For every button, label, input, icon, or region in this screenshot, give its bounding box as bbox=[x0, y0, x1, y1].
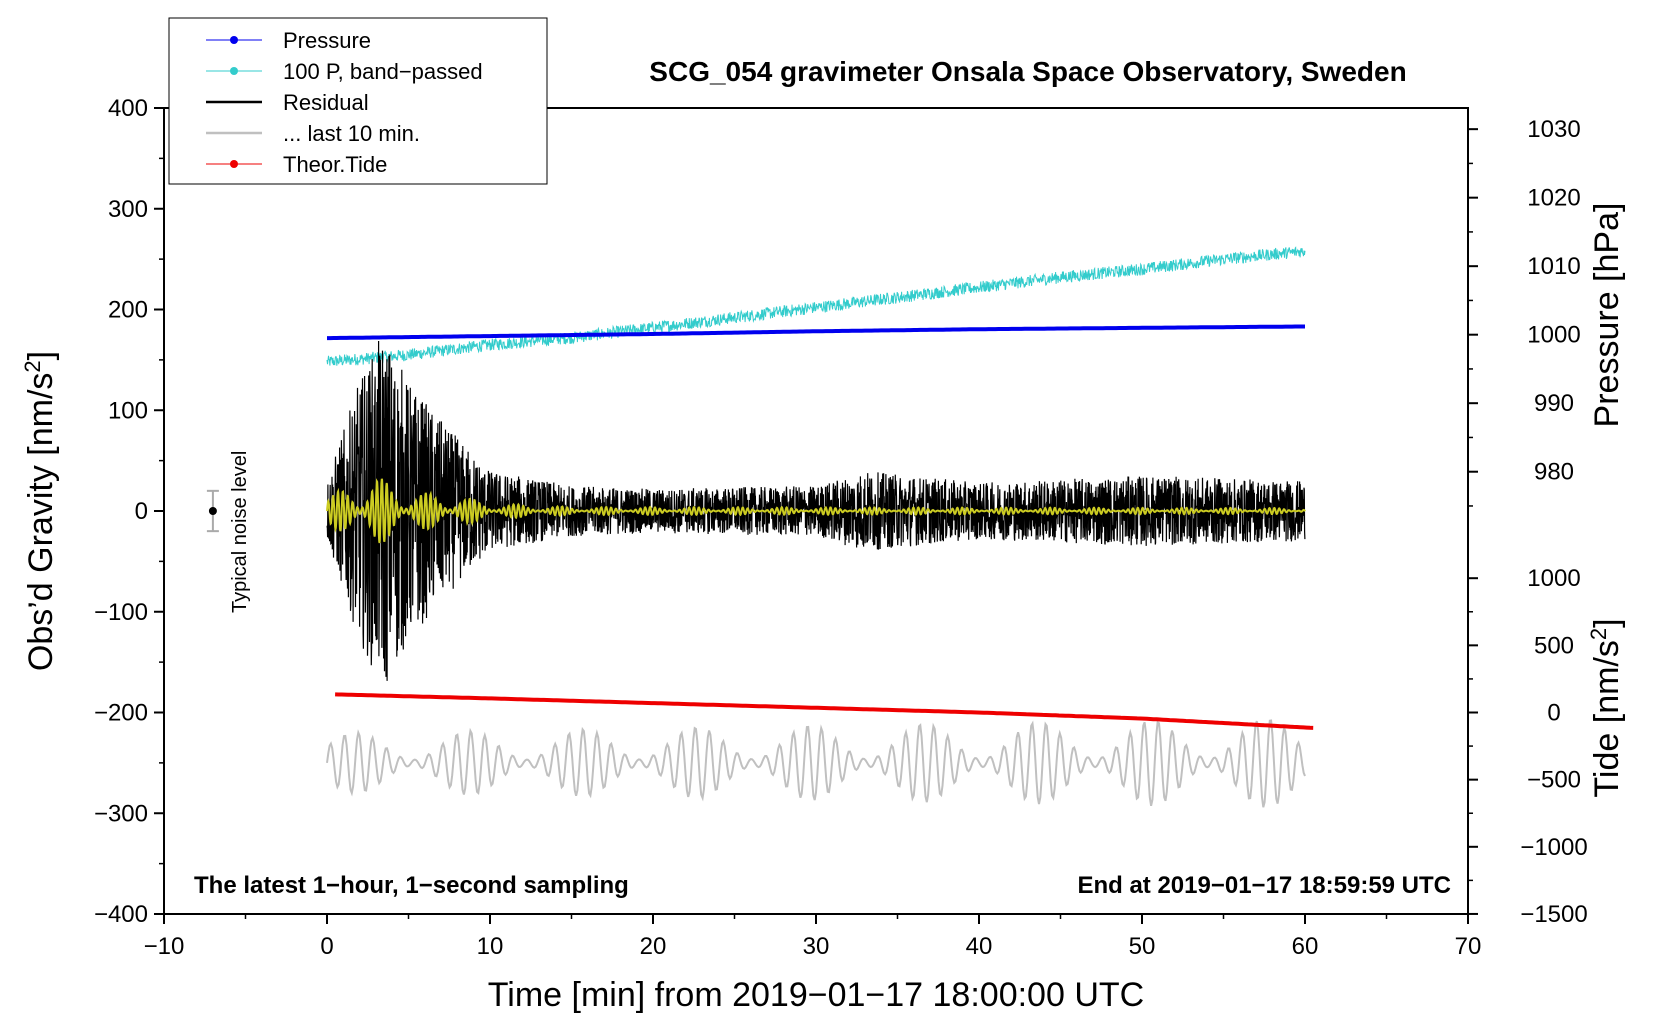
series-layer bbox=[326, 246, 1314, 808]
y-left-label-text: Obs’d Gravity [nm/s bbox=[22, 373, 60, 672]
x-axis: −10 0 10 20 30 40 50 60 70 bbox=[144, 914, 1482, 960]
x-tick-label: 30 bbox=[803, 933, 830, 960]
x-axis-label: Time [min] from 2019−01−17 18:00:00 UTC bbox=[488, 976, 1144, 1014]
y-tide-tick-label: 1000 bbox=[1527, 565, 1580, 592]
y-pressure-tick-label: 1010 bbox=[1527, 253, 1580, 280]
annotation-end-time: End at 2019−01−17 18:59:59 UTC bbox=[1077, 872, 1451, 899]
x-tick-label: 0 bbox=[320, 933, 333, 960]
y-left-label-sup: 2 bbox=[20, 360, 45, 372]
legend-label: Pressure bbox=[283, 28, 371, 53]
legend-marker bbox=[230, 36, 238, 44]
series-pressure bbox=[327, 324, 1305, 341]
y-left-tick-label: 300 bbox=[108, 196, 148, 223]
noise-point bbox=[208, 507, 217, 515]
series-100-p-band-passed bbox=[326, 246, 1306, 366]
y-left-axis: 400 300 200 100 0 −100 −200 −300 −400 bbox=[94, 95, 164, 928]
y-tide-tick-label: 500 bbox=[1534, 632, 1574, 659]
y-tide-tick-label: −1500 bbox=[1520, 901, 1587, 928]
y-left-tick-label: 0 bbox=[135, 498, 148, 525]
legend-label: ... last 10 min. bbox=[283, 121, 420, 146]
y-left-axis-label: Obs’d Gravity [nm/s2] bbox=[20, 351, 61, 671]
x-tick-label: 60 bbox=[1292, 933, 1319, 960]
x-tick-label: 70 bbox=[1455, 933, 1482, 960]
x-tick-label: 20 bbox=[640, 933, 667, 960]
legend-label: Residual bbox=[283, 90, 369, 115]
y-pressure-tick-label: 1030 bbox=[1527, 116, 1580, 143]
y-tide-label-text: Tide [nm/s bbox=[1588, 640, 1626, 797]
series-theor-tide bbox=[335, 692, 1314, 730]
y-pressure-tick-label: 1000 bbox=[1527, 322, 1580, 349]
noise-level-marker bbox=[206, 489, 219, 533]
legend-marker bbox=[230, 67, 238, 75]
y-tide-axis: 1000 500 0 −500 −1000 −1500 bbox=[1468, 565, 1588, 928]
y-tide-axis-label: Tide [nm/s2] bbox=[1586, 618, 1627, 797]
y-left-tick-label: 400 bbox=[108, 95, 148, 122]
series-last-10-min bbox=[326, 719, 1306, 808]
noise-level-label: Typical noise level bbox=[229, 451, 251, 613]
y-tide-label-sup: 2 bbox=[1586, 628, 1611, 640]
legend: Pressure 100 P, band−passed Residual ... la… bbox=[168, 17, 548, 185]
x-tick-label: 10 bbox=[477, 933, 504, 960]
y-left-tick-label: −100 bbox=[94, 599, 148, 626]
legend-marker bbox=[230, 160, 238, 168]
y-pressure-axis: 1030 1020 1010 1000 990 980 bbox=[1468, 116, 1581, 507]
series-band-passed-residual bbox=[326, 478, 1306, 544]
annotation-sampling: The latest 1−hour, 1−second sampling bbox=[194, 872, 629, 899]
chart-title: SCG_054 gravimeter Onsala Space Observat… bbox=[649, 56, 1406, 87]
y-tide-label-close: ] bbox=[1588, 618, 1626, 627]
y-left-label-close: ] bbox=[22, 351, 60, 360]
y-left-tick-label: 200 bbox=[108, 297, 148, 324]
y-left-tick-label: −400 bbox=[94, 901, 148, 928]
legend-label: Theor.Tide bbox=[283, 152, 387, 177]
y-left-tick-label: −200 bbox=[94, 700, 148, 727]
y-tide-tick-label: −500 bbox=[1527, 767, 1581, 794]
x-tick-label: 50 bbox=[1129, 933, 1156, 960]
legend-label: 100 P, band−passed bbox=[283, 59, 483, 84]
y-left-tick-label: 100 bbox=[108, 397, 148, 424]
x-tick-label: 40 bbox=[966, 933, 993, 960]
y-pressure-tick-label: 990 bbox=[1534, 390, 1574, 417]
y-left-tick-label: −300 bbox=[94, 800, 148, 827]
x-tick-label: −10 bbox=[144, 933, 185, 960]
y-tide-tick-label: −1000 bbox=[1520, 834, 1587, 861]
y-pressure-tick-label: 1020 bbox=[1527, 185, 1580, 212]
y-tide-tick-label: 0 bbox=[1547, 700, 1560, 727]
y-pressure-axis-label: Pressure [hPa] bbox=[1588, 203, 1626, 428]
y-pressure-tick-label: 980 bbox=[1534, 459, 1574, 486]
